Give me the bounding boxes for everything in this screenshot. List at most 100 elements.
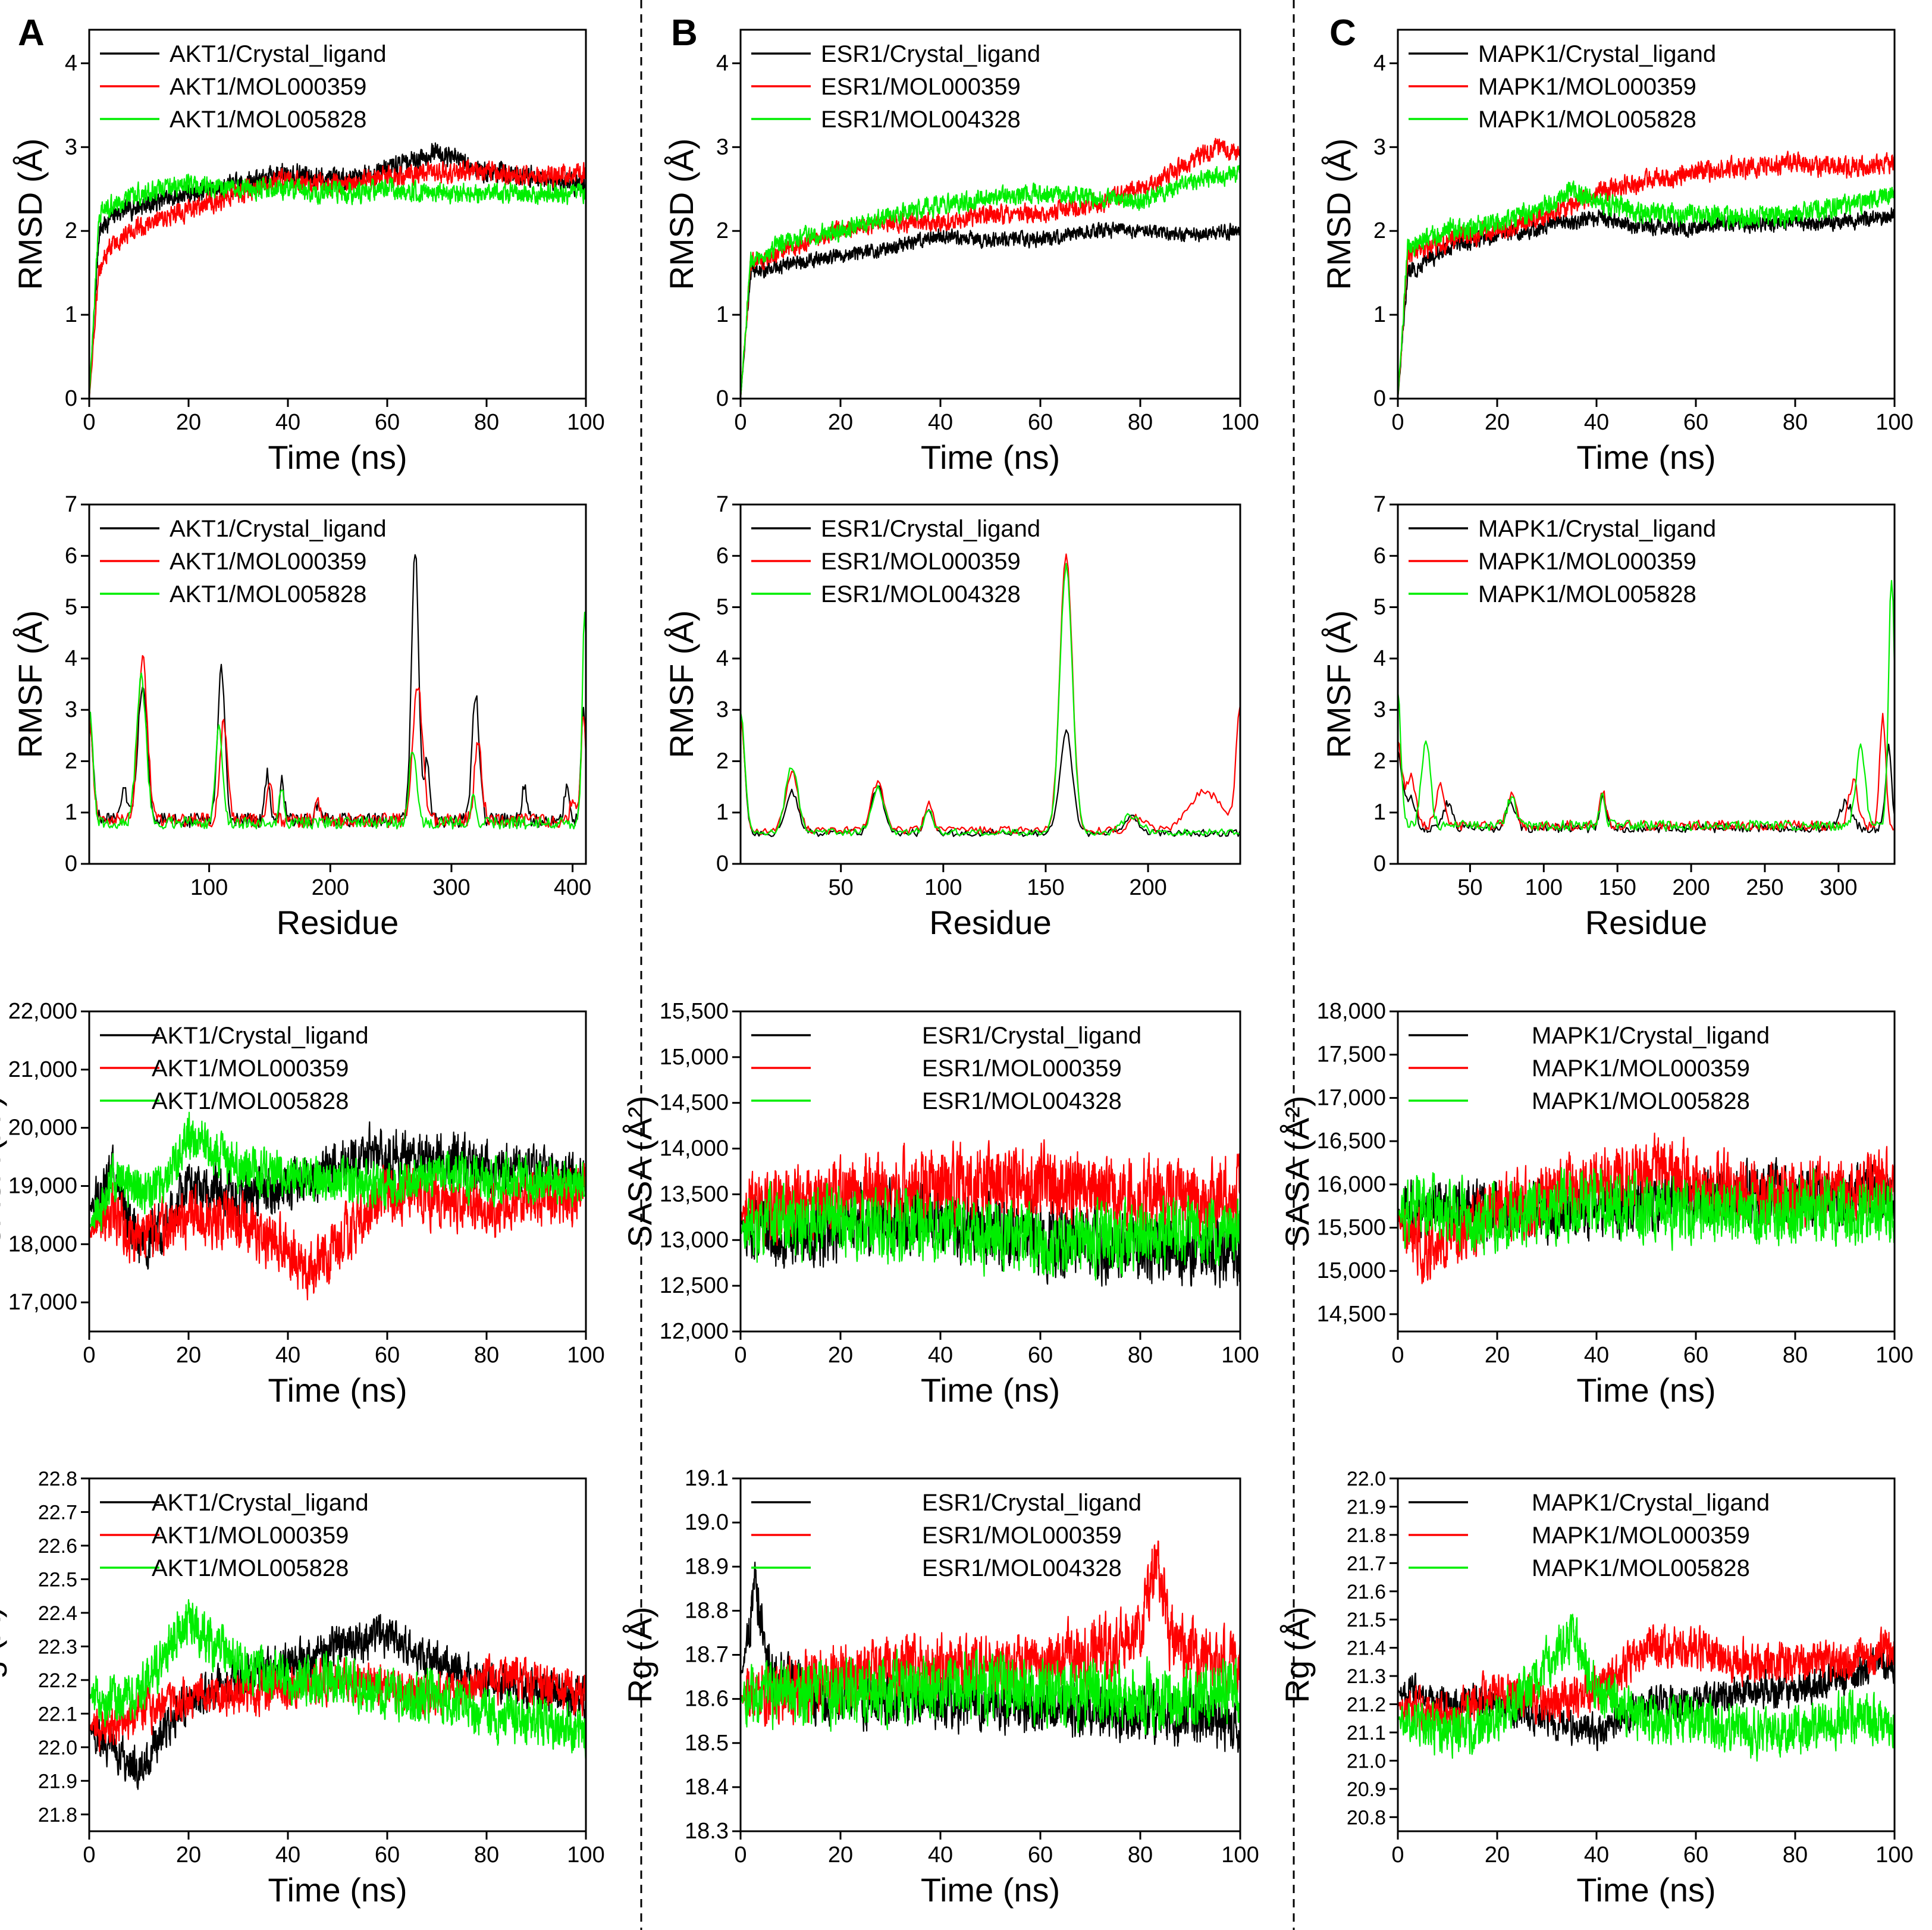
x-tick-label: 40 (275, 1843, 300, 1868)
x-tick-label: 200 (1672, 875, 1710, 900)
x-axis-label: Time (ns) (921, 1871, 1060, 1909)
y-tick-label: 3 (1373, 134, 1386, 159)
x-tick-label: 20 (828, 1343, 853, 1368)
plot-frame (1397, 1477, 1896, 1832)
legend-entry: ESR1/MOL004328 (821, 581, 1021, 607)
y-tick-label: 19.0 (685, 1510, 729, 1535)
chart-0: 0 20 40 60 80 100 0 1 2 3 4 Time (ns) RMSD (Å) AKT1/C… (11, 29, 605, 476)
plot-frame (739, 1010, 1241, 1333)
y-tick-label: 4 (1373, 646, 1386, 671)
y-tick-label: 15,000 (660, 1045, 729, 1070)
x-tick-label: 20 (828, 410, 853, 435)
x-tick-label: 400 (554, 875, 591, 900)
x-axis-label: Time (ns) (921, 1371, 1060, 1409)
x-tick-label: 80 (1128, 410, 1153, 435)
x-tick-label: 20 (176, 410, 201, 435)
x-tick-label: 100 (567, 1843, 604, 1868)
y-tick-label: 0 (1373, 386, 1386, 411)
y-tick-label: 13,000 (660, 1227, 729, 1252)
plot-frame (1397, 29, 1896, 400)
x-tick-label: 150 (1598, 875, 1636, 900)
x-tick-label: 300 (1820, 875, 1857, 900)
x-tick-label: 60 (1683, 1343, 1708, 1368)
y-tick-label: 21.1 (1347, 1722, 1386, 1744)
legend-entry: MAPK1/MOL000359 (1478, 74, 1696, 100)
x-tick-label: 20 (176, 1843, 201, 1868)
y-tick-label: 22.8 (38, 1468, 77, 1490)
x-tick-label: 0 (83, 1343, 95, 1368)
y-tick-label: 18.6 (685, 1687, 729, 1712)
x-tick-label: 20 (828, 1843, 853, 1868)
x-tick-label: 100 (1875, 1343, 1913, 1368)
x-tick-label: 80 (474, 410, 499, 435)
y-tick-label: 2 (65, 218, 77, 243)
x-tick-label: 100 (1221, 410, 1259, 435)
y-tick-label: 21.8 (38, 1804, 77, 1826)
y-tick-label: 17,000 (8, 1290, 77, 1315)
x-tick-label: 60 (1028, 1843, 1053, 1868)
x-tick-label: 50 (829, 875, 854, 900)
y-tick-label: 19,000 (8, 1173, 77, 1198)
y-tick-label: 18.3 (685, 1819, 729, 1844)
x-tick-label: 100 (190, 875, 228, 900)
chart-4: 50 100 150 200 0 1 2 3 4 5 6 7 Residue RMSF (Å) ESR1/C… (663, 492, 1241, 941)
y-tick-label: 0 (1373, 851, 1386, 876)
y-tick-label: 1 (716, 800, 729, 825)
y-tick-label: 21.9 (38, 1770, 77, 1793)
series-line-AKT1/MOL005828 (89, 1599, 586, 1759)
y-tick-label: 15,500 (660, 999, 729, 1024)
y-tick-label: 22.2 (38, 1669, 77, 1692)
y-axis-label: Rg (Å) (1278, 1607, 1316, 1703)
legend-entry: ESR1/MOL004328 (821, 106, 1021, 133)
y-tick-label: 7 (1373, 492, 1386, 517)
y-tick-label: 21.3 (1347, 1665, 1386, 1688)
legend-entry: ESR1/MOL000359 (821, 549, 1021, 575)
x-tick-label: 60 (1683, 410, 1708, 435)
y-tick-label: 21.4 (1347, 1637, 1386, 1660)
y-axis-label: SASA (Å²) (621, 1095, 658, 1247)
y-axis-label: RMSF (Å) (663, 610, 700, 759)
panel-letter-b: B (671, 12, 698, 54)
y-tick-label: 3 (65, 697, 77, 722)
y-tick-label: 12,000 (660, 1319, 729, 1344)
legend-entry: ESR1/Crystal_ligand (922, 1023, 1141, 1049)
legend-entry: AKT1/MOL005828 (170, 581, 366, 607)
x-tick-label: 100 (1221, 1843, 1259, 1868)
y-tick-label: 6 (1373, 543, 1386, 568)
x-tick-label: 40 (275, 1343, 300, 1368)
x-tick-label: 100 (1875, 1843, 1913, 1868)
legend-entry: ESR1/Crystal_ligand (821, 516, 1040, 542)
legend-entry: MAPK1/MOL005828 (1532, 1555, 1750, 1581)
legend-entry: ESR1/MOL000359 (922, 1055, 1122, 1082)
y-tick-label: 14,000 (660, 1136, 729, 1161)
y-tick-label: 1 (1373, 800, 1386, 825)
x-tick-label: 80 (474, 1843, 499, 1868)
y-tick-label: 1 (716, 302, 729, 327)
y-tick-label: 2 (65, 748, 77, 773)
y-axis-label: RMSF (Å) (1320, 610, 1357, 759)
legend-entry: AKT1/MOL000359 (152, 1522, 349, 1549)
chart-7: 0 20 40 60 80 100 12,000 12,500 13,000 13,500 14,0… (621, 999, 1259, 1409)
x-tick-label: 80 (1128, 1843, 1153, 1868)
y-tick-label: 22.1 (38, 1703, 77, 1725)
y-tick-label: 7 (716, 492, 729, 517)
plot-frame (88, 1477, 587, 1832)
x-axis-label: Time (ns) (1576, 1371, 1715, 1409)
legend-entry: MAPK1/Crystal_ligand (1478, 516, 1716, 542)
legend-entry: ESR1/MOL000359 (821, 74, 1021, 100)
x-tick-label: 0 (734, 1343, 747, 1368)
series-line-MAPK1/Crystal_ligand (1398, 743, 1895, 834)
legend-entry: MAPK1/Crystal_ligand (1532, 1490, 1770, 1516)
y-tick-label: 20.9 (1347, 1778, 1386, 1801)
x-tick-label: 40 (275, 410, 300, 435)
x-tick-label: 150 (1027, 875, 1064, 900)
y-tick-label: 21,000 (8, 1057, 77, 1082)
x-tick-label: 0 (734, 410, 747, 435)
x-tick-label: 200 (312, 875, 349, 900)
y-tick-label: 22.3 (38, 1636, 77, 1658)
chart-11: 0 20 40 60 80 100 20.8 20.9 21.0 21.1 21.2 21.3 21.4… (1278, 1468, 1914, 1909)
y-tick-label: 19.1 (685, 1466, 729, 1491)
y-tick-label: 21.7 (1347, 1552, 1386, 1575)
y-tick-label: 14,500 (660, 1091, 729, 1116)
